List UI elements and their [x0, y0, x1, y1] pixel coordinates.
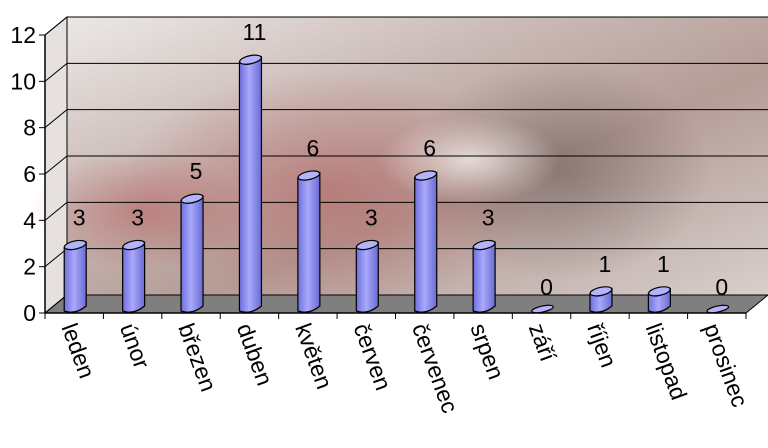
bar-leden	[63, 239, 87, 313]
bar-top	[414, 170, 438, 181]
bar-top	[589, 286, 613, 297]
data-label: 11	[243, 19, 267, 45]
data-label: 1	[599, 251, 612, 277]
bar-top	[647, 286, 671, 297]
y-tick-label: 8	[23, 115, 36, 141]
x-tick-label: červenec	[407, 320, 463, 417]
x-tick-label: září	[524, 320, 562, 365]
data-label: 3	[482, 205, 495, 231]
y-tick-label: 12	[10, 22, 36, 48]
bar-body	[297, 171, 321, 313]
bar-září	[531, 304, 554, 314]
data-label: 3	[73, 205, 86, 231]
bar-prosinec	[706, 304, 730, 314]
x-tick-label: listopad	[641, 320, 693, 403]
data-label: 1	[657, 251, 670, 277]
data-label: 6	[423, 135, 436, 161]
x-tick-label: srpen	[465, 320, 509, 383]
y-tick-label: 2	[23, 254, 36, 280]
bar-top	[531, 304, 554, 314]
data-label: 3	[131, 205, 144, 231]
bar-top	[706, 304, 730, 314]
bar-top	[297, 170, 321, 181]
bar-top	[239, 54, 262, 65]
y-tick-label: 4	[23, 207, 36, 233]
bar-top	[472, 239, 496, 251]
gridline	[44, 155, 768, 175]
bar-body	[414, 171, 438, 313]
y-tick-label: 0	[23, 300, 36, 326]
x-tick-label: leden	[57, 320, 101, 382]
bar-duben	[238, 54, 263, 313]
gridline	[44, 109, 768, 129]
background-blob	[380, 115, 560, 205]
x-tick-label: říjen	[582, 320, 622, 371]
data-label: 5	[190, 158, 203, 184]
data-label: 0	[715, 274, 728, 300]
bar-top	[122, 239, 146, 251]
bar-top	[355, 239, 379, 251]
x-tick-label: květen	[290, 320, 338, 393]
x-tick-label: únor	[115, 320, 155, 372]
bar-body	[122, 241, 146, 313]
bar-říjen	[589, 286, 613, 313]
data-label: 3	[365, 205, 378, 231]
bar-červenec	[414, 170, 438, 313]
bar-červen	[355, 239, 379, 313]
bar-top	[180, 193, 204, 204]
x-tick-label: březen	[173, 320, 221, 395]
data-label: 0	[540, 274, 553, 300]
bar-body	[63, 241, 87, 313]
y-tick-label: 10	[10, 68, 36, 94]
bar-top	[63, 239, 87, 251]
bar-body	[180, 194, 204, 313]
y-tick-label: 6	[23, 161, 36, 187]
bar-body	[355, 241, 379, 313]
bar-listopad	[647, 286, 671, 313]
bar-květen	[297, 170, 321, 313]
bar-únor	[122, 239, 146, 313]
x-tick-label: červen	[349, 320, 397, 394]
bar-body	[238, 55, 263, 313]
bar-body	[472, 241, 496, 313]
gridline	[44, 16, 768, 36]
bar-srpen	[472, 239, 496, 313]
gridline	[44, 62, 768, 82]
x-tick-label: prosinec	[699, 320, 753, 411]
data-label: 6	[306, 135, 319, 161]
background-blob	[410, 60, 710, 280]
gridline	[44, 201, 768, 221]
bar-březen	[180, 193, 204, 313]
x-tick-label: duben	[232, 320, 278, 389]
